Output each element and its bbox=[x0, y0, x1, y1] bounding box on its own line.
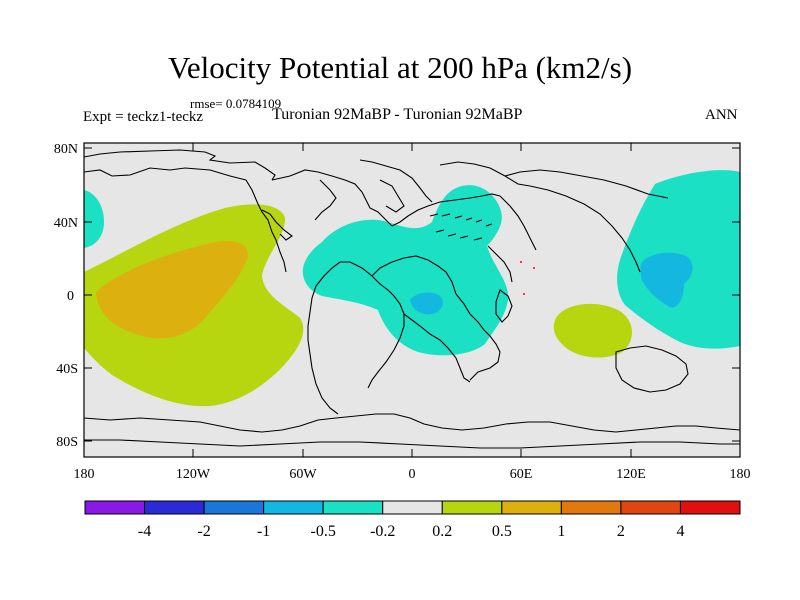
lon-label: 120E bbox=[616, 467, 646, 482]
negative-core-tethys bbox=[410, 292, 443, 315]
colorbar: -4 -2 -1 -0.5 -0.2 0.2 0.5 1 2 4 bbox=[84, 500, 741, 540]
period-subtitle: Turonian 92MaBP - Turonian 92MaBP bbox=[272, 106, 523, 123]
colorbar-swatch bbox=[84, 500, 146, 515]
lat-label: 80S bbox=[56, 435, 78, 450]
map-title: Velocity Potential at 200 hPa (km2/s) bbox=[167, 50, 633, 85]
lon-label: 180 bbox=[74, 467, 95, 482]
positive-anomaly-indian bbox=[553, 303, 633, 358]
marker-dot bbox=[533, 267, 535, 269]
lon-ticks bbox=[83, 143, 741, 457]
colorbar-label: 0.2 bbox=[432, 523, 452, 540]
colorbar-label: 1 bbox=[557, 523, 565, 540]
lon-label: 120W bbox=[176, 467, 211, 482]
colorbar-swatch bbox=[560, 500, 622, 515]
lat-label: 0 bbox=[67, 289, 74, 304]
negative-anomaly-tethys bbox=[302, 185, 509, 356]
lat-labels: 80N 40N 0 40S 80S bbox=[54, 142, 78, 450]
season-label: ANN bbox=[705, 107, 738, 123]
lon-labels: 180 120W 60W 0 60E 120E 180 bbox=[74, 467, 751, 482]
colorbar-swatch bbox=[620, 500, 681, 515]
colorbar-label: -4 bbox=[138, 523, 151, 540]
lat-label: 40S bbox=[56, 362, 78, 377]
lat-label: 80N bbox=[54, 142, 78, 157]
marker-dot bbox=[523, 293, 525, 295]
colorbar-label: -0.5 bbox=[311, 523, 336, 540]
colorbar-swatch bbox=[382, 500, 443, 515]
colorbar-swatch bbox=[501, 500, 562, 515]
colorbar-label: 4 bbox=[676, 523, 684, 540]
colorbar-swatch bbox=[322, 500, 384, 515]
colorbar-label: -1 bbox=[257, 523, 270, 540]
colorbar-label: 2 bbox=[617, 523, 625, 540]
colorbar-swatch bbox=[263, 500, 324, 515]
positive-core-pacific bbox=[96, 240, 248, 339]
experiment-label: Expt = teckz1-teckz bbox=[83, 109, 204, 125]
colorbar-label: 0.5 bbox=[492, 523, 512, 540]
colorbar-swatch bbox=[203, 500, 265, 515]
lon-label: 0 bbox=[409, 467, 416, 482]
negative-anomaly-west-edge bbox=[84, 190, 104, 248]
colorbar-swatch bbox=[441, 500, 503, 515]
colorbar-swatch bbox=[679, 500, 741, 515]
colorbar-label: -2 bbox=[197, 523, 210, 540]
colorbar-swatch bbox=[144, 500, 205, 515]
negative-core-east bbox=[640, 252, 693, 308]
lat-ticks bbox=[84, 147, 740, 442]
coastlines bbox=[84, 149, 740, 449]
marker-dot bbox=[520, 261, 522, 263]
colorbar-label: -0.2 bbox=[370, 523, 395, 540]
lon-label: 180 bbox=[730, 467, 751, 482]
rmse-label: rmse= 0.0784109 bbox=[190, 96, 282, 111]
lat-label: 40N bbox=[54, 216, 78, 231]
lon-label: 60W bbox=[289, 467, 317, 482]
lon-label: 60E bbox=[510, 467, 533, 482]
